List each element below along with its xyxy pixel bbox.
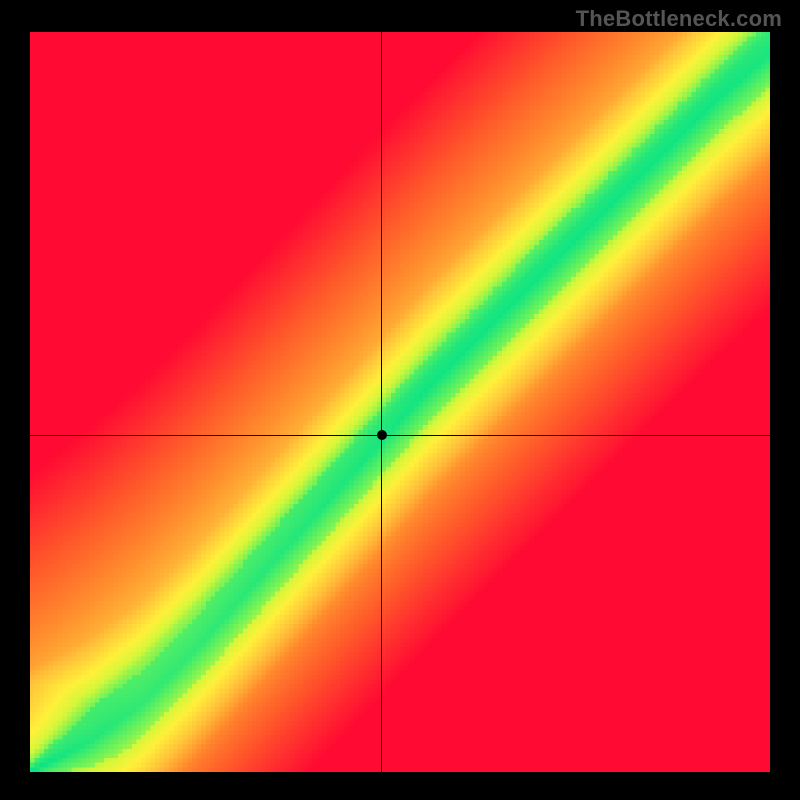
heatmap-canvas (30, 32, 770, 772)
watermark-text: TheBottleneck.com (576, 6, 782, 32)
crosshair-vertical (381, 32, 382, 772)
crosshair-horizontal (30, 435, 770, 436)
crosshair-marker (377, 430, 387, 440)
plot-area (30, 32, 770, 772)
chart-frame: TheBottleneck.com (0, 0, 800, 800)
